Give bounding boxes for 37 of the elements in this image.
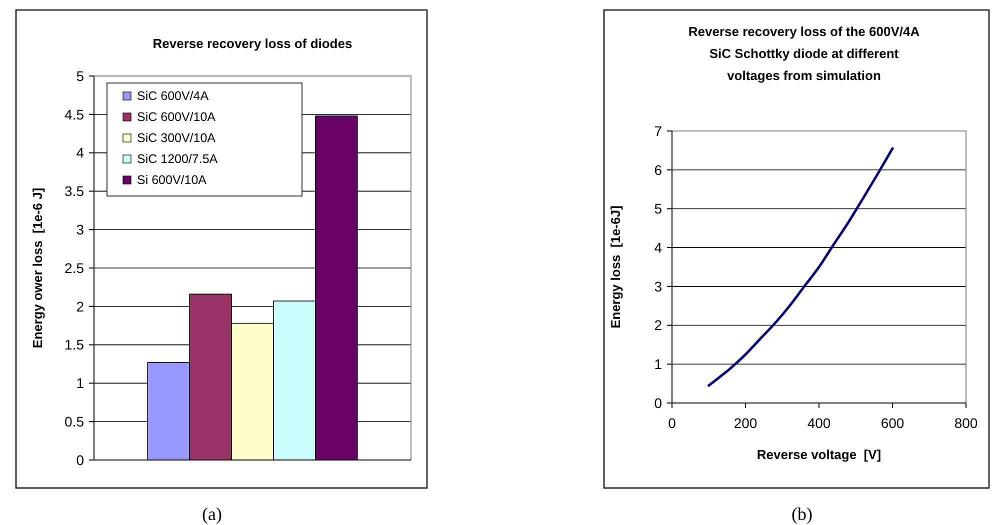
y-axis-title: Energy ower loss [1e-6 J] [30,188,45,348]
x-tick-label: 0 [668,415,676,431]
legend-label: SiC 600V/4A [137,89,210,103]
y-axis-title: Energy loss [1e-6J] [608,206,623,328]
x-tick-label: 600 [880,415,904,431]
y-tick-label: 1.5 [64,336,84,353]
y-tick-label: 0.5 [64,414,84,430]
line-series [708,147,894,387]
text: (b) [792,504,812,524]
y-tick-label: 2.5 [64,260,84,276]
chart-title: Reverse recovery loss of the 600V/4A SiC Schottky diode at different voltages from simulation [688,24,920,83]
y-tick-label: 2 [76,298,84,314]
y-tick-label: 5 [654,200,662,217]
legend-label: SiC 1200/7.5A [137,152,218,166]
y-tick-label: 3 [654,278,662,294]
y-tick-label: 4 [654,239,662,256]
x-tick-label: 200 [734,415,758,431]
legend-label: SiC 300V/10A [137,131,216,145]
y-tick-label: 3.5 [64,183,84,200]
legend-label: SiC 600V/10A [137,110,216,124]
x-axis-title: Reverse voltage [V] [756,447,882,462]
y-tick-label: 3 [76,222,84,238]
y-tick-label: 5 [76,68,84,84]
y-tick-label: 1 [76,375,84,392]
y-tick-label: 0 [76,452,84,468]
y-tick-label: 4.5 [64,106,84,122]
text: (a) [202,504,222,524]
chart-title: Reverse recovery loss of diodes [152,36,352,51]
y-tick-label: 1 [654,356,662,372]
y-tick-label: 4 [76,144,84,161]
y-tick-label: 2 [654,317,662,334]
legend-label: Si 600V/10A [137,173,208,187]
y-tick-label: 6 [654,162,662,178]
y-tick-label: 7 [654,122,662,139]
x-tick-label: 400 [807,415,831,431]
y-tick-label: 0 [654,394,662,411]
x-tick-label: 800 [954,415,978,431]
